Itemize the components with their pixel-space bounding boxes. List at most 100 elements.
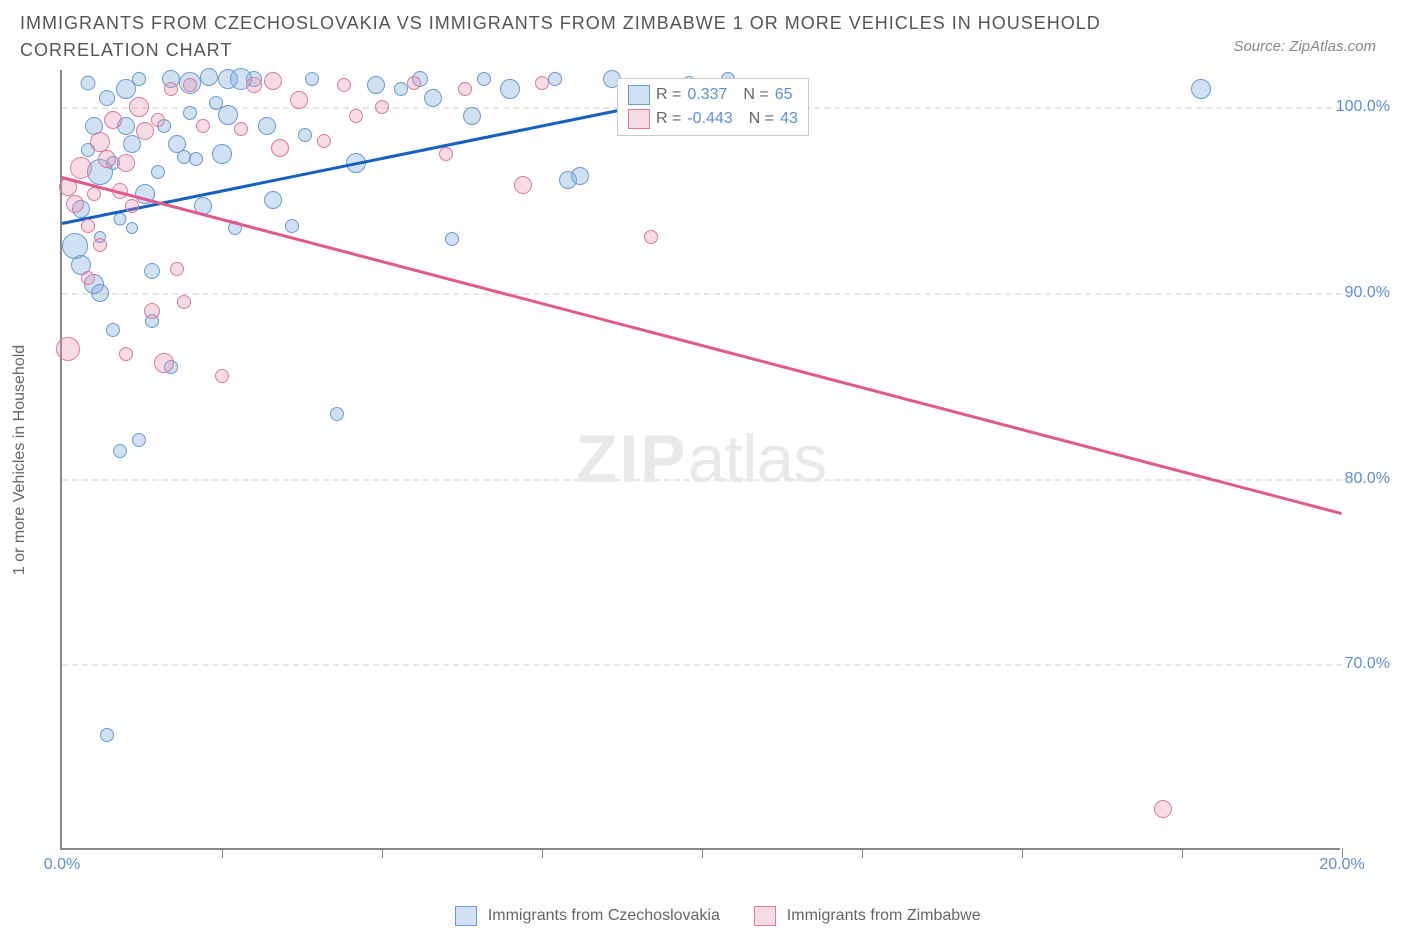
data-point: [126, 222, 138, 234]
data-point: [264, 72, 282, 90]
data-point: [70, 157, 92, 179]
data-point: [1191, 79, 1211, 99]
data-point: [144, 303, 160, 319]
data-point: [298, 128, 312, 142]
data-point: [164, 82, 178, 96]
data-point: [246, 77, 262, 93]
x-tick-label: 0.0%: [44, 856, 80, 874]
data-point: [81, 271, 95, 285]
x-tick: [1022, 848, 1023, 858]
gridline: [62, 479, 1342, 481]
y-tick-label: 90.0%: [1345, 284, 1390, 302]
data-point: [144, 263, 160, 279]
data-point: [104, 111, 122, 129]
stat-legend-row: R =-0.443N =43: [628, 107, 798, 131]
data-point: [424, 89, 442, 107]
data-point: [170, 262, 184, 276]
data-point: [113, 444, 127, 458]
data-point: [218, 105, 238, 125]
data-point: [644, 230, 658, 244]
data-point: [477, 72, 491, 86]
data-point: [264, 191, 282, 209]
stat-n-value: 65: [775, 86, 793, 104]
data-point: [228, 221, 242, 235]
data-point: [80, 76, 95, 91]
data-point: [458, 82, 472, 96]
data-point: [285, 219, 299, 233]
x-tick: [382, 848, 383, 858]
data-point: [535, 76, 549, 90]
data-point: [330, 407, 344, 421]
data-point: [151, 165, 165, 179]
data-point: [132, 72, 146, 86]
stat-r-value: -0.443: [687, 110, 732, 128]
data-point: [375, 100, 389, 114]
legend-label-czech: Immigrants from Czechoslovakia: [488, 907, 720, 924]
x-tick: [542, 848, 543, 858]
trend-line: [62, 176, 1343, 515]
data-point: [290, 91, 308, 109]
stat-legend: R =0.337N =65R =-0.443N =43: [617, 78, 809, 136]
data-point: [258, 117, 276, 135]
data-point: [183, 106, 197, 120]
data-point: [129, 97, 149, 117]
data-point: [234, 122, 248, 136]
stat-n-value: 43: [780, 110, 798, 128]
data-point: [271, 139, 289, 157]
data-point: [194, 197, 212, 215]
data-point: [119, 347, 133, 361]
x-tick: [702, 848, 703, 858]
data-point: [112, 183, 128, 199]
data-point: [439, 147, 453, 161]
stat-n-label: N =: [743, 86, 768, 104]
watermark-atlas: atlas: [688, 421, 827, 497]
data-point: [349, 109, 363, 123]
data-point: [548, 72, 562, 86]
data-point: [305, 72, 319, 86]
stat-r-value: 0.337: [687, 86, 727, 104]
data-point: [154, 353, 174, 373]
stat-r-label: R =: [656, 86, 681, 104]
data-point: [125, 199, 139, 213]
data-point: [99, 90, 115, 106]
legend-swatch: [628, 85, 650, 105]
data-point: [189, 152, 203, 166]
data-point: [463, 107, 481, 125]
data-point: [81, 219, 95, 233]
x-tick: [862, 848, 863, 858]
x-tick: [1182, 848, 1183, 858]
page-title: IMMIGRANTS FROM CZECHOSLOVAKIA VS IMMIGR…: [20, 10, 1120, 64]
data-point: [1154, 800, 1172, 818]
data-point: [151, 113, 165, 127]
data-point: [337, 78, 351, 92]
data-point: [500, 79, 520, 99]
x-tick-label: 20.0%: [1319, 856, 1364, 874]
legend-label-zimbabwe: Immigrants from Zimbabwe: [787, 907, 981, 924]
chart-area: ZIPatlas 70.0%80.0%90.0%100.0%0.0%20.0%R…: [60, 70, 1380, 850]
data-point: [445, 232, 459, 246]
data-point: [200, 68, 218, 86]
data-point: [87, 187, 101, 201]
legend-swatch-zimbabwe: [754, 906, 776, 926]
data-point: [93, 238, 107, 252]
data-point: [212, 144, 232, 164]
plot-region: ZIPatlas 70.0%80.0%90.0%100.0%0.0%20.0%R…: [60, 70, 1340, 850]
data-point: [98, 150, 116, 168]
data-point: [196, 119, 210, 133]
legend-swatch: [628, 109, 650, 129]
data-point: [177, 295, 191, 309]
data-point: [132, 433, 146, 447]
legend-swatch-czech: [455, 906, 477, 926]
stat-r-label: R =: [656, 110, 681, 128]
data-point: [407, 76, 421, 90]
data-point: [106, 323, 120, 337]
data-point: [514, 176, 532, 194]
data-point: [113, 212, 126, 225]
data-point: [367, 76, 385, 94]
watermark: ZIPatlas: [576, 420, 826, 498]
data-point: [117, 154, 135, 172]
data-point: [317, 134, 331, 148]
data-point: [56, 337, 80, 361]
data-point: [183, 78, 197, 92]
x-tick: [222, 848, 223, 858]
